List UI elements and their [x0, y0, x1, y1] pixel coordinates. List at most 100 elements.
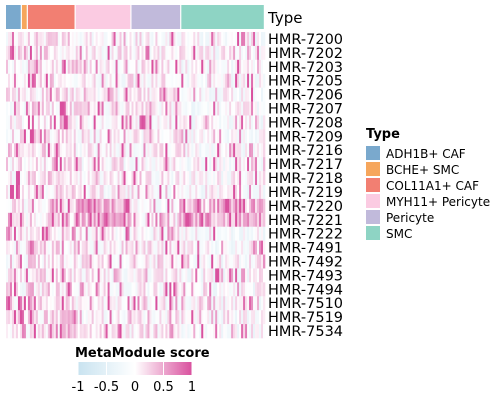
- heatmap-cell: [131, 254, 134, 269]
- heatmap-cell: [49, 254, 53, 269]
- heatmap-cell: [183, 324, 186, 339]
- heatmap-cell: [105, 282, 108, 297]
- heatmap-cell: [121, 310, 124, 325]
- heatmap-cell: [139, 212, 142, 228]
- heatmap-cell: [27, 282, 31, 297]
- heatmap-cell: [107, 59, 110, 75]
- heatmap-cell: [127, 143, 130, 158]
- heatmap-cell: [39, 143, 43, 158]
- heatmap-cell: [65, 310, 69, 325]
- heatmap-cell: [57, 212, 61, 228]
- heatmap-cell: [99, 45, 102, 61]
- heatmap-cell: [237, 212, 240, 228]
- heatmap-cell: [183, 226, 186, 241]
- heatmap-cell: [33, 59, 37, 75]
- heatmap-cell: [151, 268, 154, 283]
- heatmap-cell: [83, 129, 86, 144]
- heatmap-cell: [163, 185, 166, 200]
- heatmap-cell: [93, 212, 96, 228]
- heatmap-cell: [257, 198, 260, 214]
- heatmap-cell: [255, 73, 258, 88]
- heatmap-cell: [155, 157, 158, 172]
- heatmap-cell: [155, 324, 158, 339]
- heatmap-cell: [253, 157, 256, 172]
- heatmap-cell: [21, 324, 25, 339]
- heatmap-cell: [241, 157, 244, 172]
- heatmap-cell: [59, 212, 63, 228]
- heatmap-cell: [199, 45, 202, 61]
- heatmap-cell: [83, 226, 86, 241]
- heatmap-cell: [53, 324, 57, 339]
- row-label: HMR-7205: [268, 74, 343, 90]
- heatmap-cell: [125, 73, 128, 88]
- heatmap-cell: [175, 129, 178, 144]
- heatmap-cell: [171, 115, 174, 130]
- heatmap-cell: [91, 268, 94, 283]
- heatmap-cell: [79, 171, 83, 186]
- heatmap-cell: [229, 171, 232, 186]
- heatmap-cell: [51, 324, 55, 339]
- heatmap-cell: [245, 324, 248, 339]
- heatmap-cell: [217, 32, 220, 47]
- heatmap-cell: [79, 45, 83, 61]
- heatmap-cell: [9, 296, 13, 311]
- heatmap-cell: [61, 324, 65, 339]
- heatmap-cell: [203, 87, 206, 102]
- heatmap-cell: [49, 212, 53, 228]
- heatmap-cell: [181, 45, 184, 61]
- heatmap-cell: [263, 212, 266, 228]
- heatmap-cell: [6, 115, 9, 130]
- heatmap-cell: [171, 212, 174, 228]
- heatmap-cell: [41, 143, 45, 158]
- heatmap-cell: [41, 226, 45, 241]
- heatmap-cell: [189, 212, 192, 228]
- heatmap-cell: [157, 240, 160, 255]
- heatmap-cell: [173, 226, 176, 241]
- heatmap-cell: [257, 240, 260, 255]
- heatmap-cell: [23, 115, 27, 130]
- heatmap-cell: [37, 254, 41, 269]
- heatmap-cell: [41, 115, 45, 130]
- heatmap-cell: [31, 143, 35, 158]
- heatmap-cell: [123, 212, 126, 228]
- heatmap-cell: [155, 212, 158, 228]
- heatmap-cell: [25, 282, 29, 297]
- heatmap-cell: [145, 73, 148, 88]
- heatmap-cell: [249, 198, 252, 214]
- heatmap-cell: [53, 87, 57, 102]
- heatmap-cell: [31, 324, 35, 339]
- heatmap-cell: [143, 324, 146, 339]
- heatmap-cell: [171, 129, 174, 144]
- heatmap-cell: [25, 101, 29, 116]
- heatmap-cell: [45, 324, 49, 339]
- heatmap-cell: [119, 129, 122, 144]
- heatmap-cell: [203, 324, 206, 339]
- heatmap-cell: [7, 226, 11, 241]
- heatmap-cell: [27, 101, 31, 116]
- heatmap-cell: [241, 185, 244, 200]
- heatmap-cell: [95, 101, 98, 116]
- heatmap-cell: [245, 59, 248, 75]
- heatmap-cell: [135, 171, 138, 186]
- heatmap-cell: [249, 157, 252, 172]
- heatmap-cell: [61, 32, 65, 47]
- heatmap-cell: [191, 240, 194, 255]
- heatmap-cell: [101, 45, 104, 61]
- heatmap-cell: [65, 240, 69, 255]
- heatmap-cell: [113, 212, 116, 228]
- heatmap-cell: [75, 226, 79, 241]
- heatmap-cell: [237, 296, 240, 311]
- heatmap-cell: [191, 282, 194, 297]
- heatmap-cell: [57, 45, 61, 61]
- heatmap-cell: [209, 296, 212, 311]
- heatmap-cell: [223, 226, 226, 241]
- heatmap-cell: [67, 143, 71, 158]
- heatmap-cell: [129, 324, 132, 339]
- heatmap-cell: [155, 32, 158, 47]
- heatmap-cell: [157, 143, 160, 158]
- heatmap-cell: [243, 254, 246, 269]
- heatmap-cell: [51, 59, 55, 75]
- heatmap-cell: [121, 59, 124, 75]
- heatmap-cell: [245, 282, 248, 297]
- heatmap-cell: [83, 212, 86, 228]
